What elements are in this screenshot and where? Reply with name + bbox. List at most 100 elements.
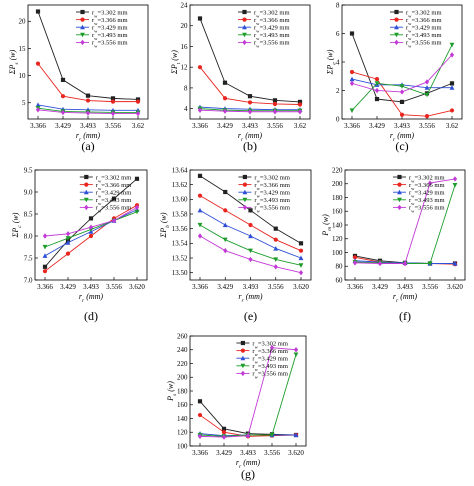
data-point [65,251,71,256]
data-point [273,257,279,262]
legend-marker [242,17,247,22]
data-point [427,261,433,266]
legend-marker [84,174,89,180]
panel-label: (c) [395,139,408,153]
series-1 [35,61,141,104]
y-axis-label: ΣPt (w) [170,50,182,75]
data-point [248,208,253,213]
legend-marker [80,17,85,22]
data-point [452,176,458,182]
data-point [197,433,203,440]
y-tick-label: 20 [19,18,27,26]
panel-f: 3.366 3.429 3.493 3.556 3.620 60 80 100 120 140 16… [321,166,466,323]
data-point [424,114,430,119]
y-tick-label: 100 [332,249,343,257]
x-tick-label: 3.620 [288,449,304,457]
x-tick-label: 3.493 [80,122,96,130]
legend-entry: rw=3.429 mm [406,25,442,34]
x-axis-label: rr (mm) [238,292,263,304]
data-point [374,81,380,86]
legend-entry: rw=3.429 mm [254,25,290,34]
series-4 [42,204,140,239]
data-point [248,248,253,254]
x-tick-label: 3.556 [268,283,284,291]
legend-entry: rw=3.429 mm [409,190,445,199]
legend-entry: rw=3.429 mm [92,25,128,34]
data-point [298,241,304,246]
x-tick-label: 3.493 [242,122,258,130]
legend-marker [394,17,399,22]
data-point [110,110,116,117]
y-tick-label: 160 [332,208,343,216]
data-point [293,352,299,358]
y-tick-label: 13.64 [172,166,188,174]
series-0 [197,399,299,438]
x-tick-label: 3.556 [264,449,280,457]
data-point [135,99,141,104]
data-point [297,109,303,115]
legend-entry: rw=3.366 mm [254,17,290,26]
data-point [399,99,405,104]
y-tick-label: 13.58 [172,210,188,218]
x-tick-label: 3.429 [369,122,385,130]
x-axis-label: rr (mm) [390,131,415,143]
x-tick-label: 3.493 [83,283,99,291]
y-tick-label: 12 [181,64,189,72]
y-tick-label: 9.0 [24,188,33,196]
y-tick-label: 240 [177,346,188,354]
y-tick-label: 7.5 [24,254,33,262]
x-axis-label: rr (mm) [393,292,418,304]
data-point [35,9,41,14]
y-tick-label: 8 [184,84,188,92]
legend-entry: rw=3.556 mm [254,40,290,49]
panel-d: 3.366 3.429 3.493 3.556 3.620 7.0 7.5 8.0 8.5 9.0… [11,166,148,323]
x-tick-label: 3.493 [397,283,413,291]
legend-marker [394,32,399,38]
data-point [42,264,48,269]
legend-marker [242,39,247,46]
x-tick-label: 3.62 [446,122,459,130]
y-axis-label: ΣPc (w) [11,212,23,238]
legend-marker [240,363,246,369]
y-tick-label: 7.0 [24,276,33,284]
data-point [449,52,455,58]
data-point [349,80,355,87]
data-point [35,102,41,107]
data-point [272,101,278,107]
data-point [449,85,455,90]
data-point [424,79,430,85]
data-point [197,399,203,404]
legend-entry: rw=3.429 mm [96,190,132,199]
legend-entry: rw=3.366 mm [254,182,290,191]
data-point [269,432,275,438]
y-axis-label: ΣPb (w) [159,212,171,238]
data-point [293,432,299,438]
data-point [85,98,91,103]
y-tick-label: 10 [19,72,27,80]
data-point [42,233,48,239]
y-tick-label: 13.52 [172,254,188,262]
data-point [374,96,380,102]
series-0 [35,9,141,102]
y-tick-label: 13.54 [172,240,188,248]
y-tick-label: 140 [332,221,343,229]
legend-entry: rw=3.302 mm [254,9,290,17]
data-point [221,426,227,431]
data-point [349,69,355,75]
data-point [197,412,203,418]
legend-marker [83,197,89,203]
y-tick-label: 8 [336,1,340,9]
y-tick-label: 0 [336,115,340,123]
legend-entry: rw=3.493 mm [406,32,442,41]
data-point [424,92,430,98]
y-tick-label: 5 [22,99,26,107]
data-point [449,108,455,113]
data-point [452,183,458,188]
legend-entry: rw=3.302 mm [252,340,288,349]
series-4 [352,176,458,267]
panel-label: (f) [399,309,411,323]
data-point [197,173,203,178]
series-3 [349,42,455,113]
data-point [223,208,228,213]
data-point [272,98,278,103]
